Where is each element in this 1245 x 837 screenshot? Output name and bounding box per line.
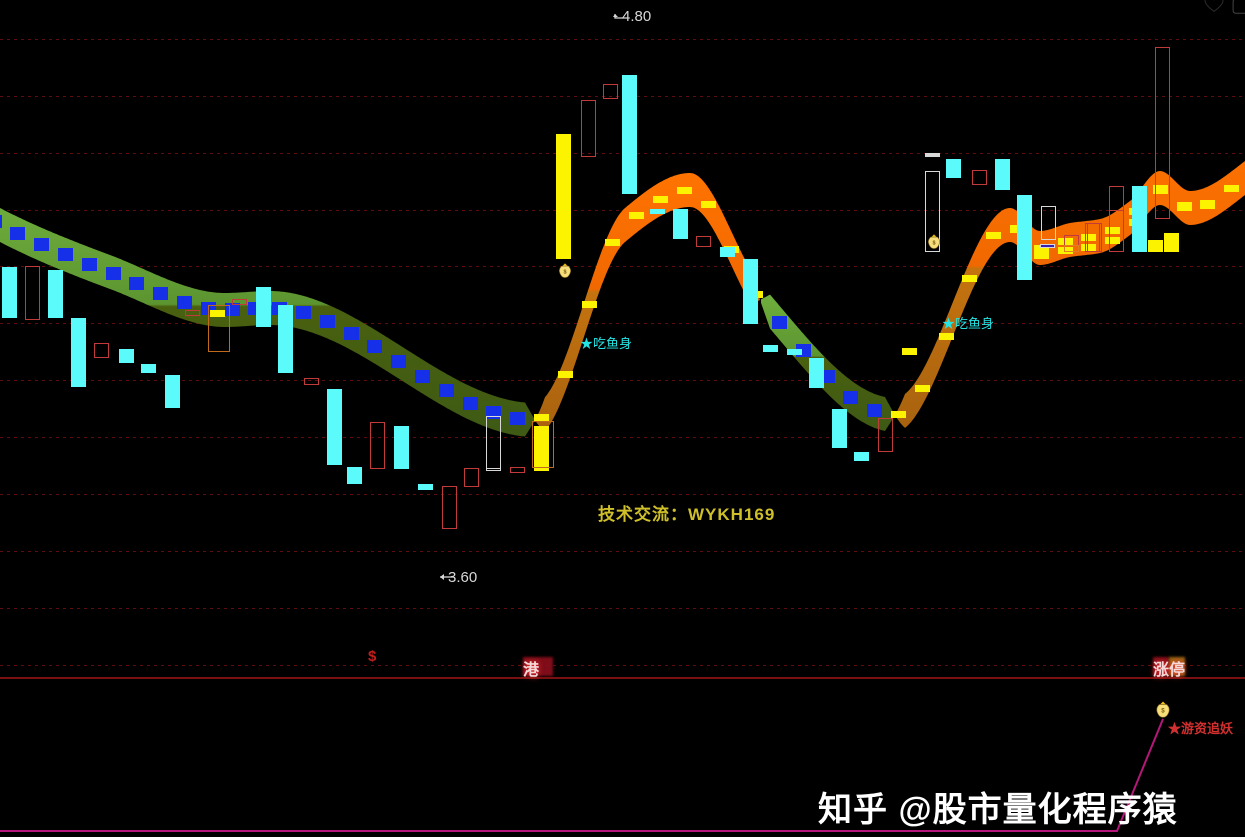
svg-text:$: $: [1161, 708, 1165, 715]
